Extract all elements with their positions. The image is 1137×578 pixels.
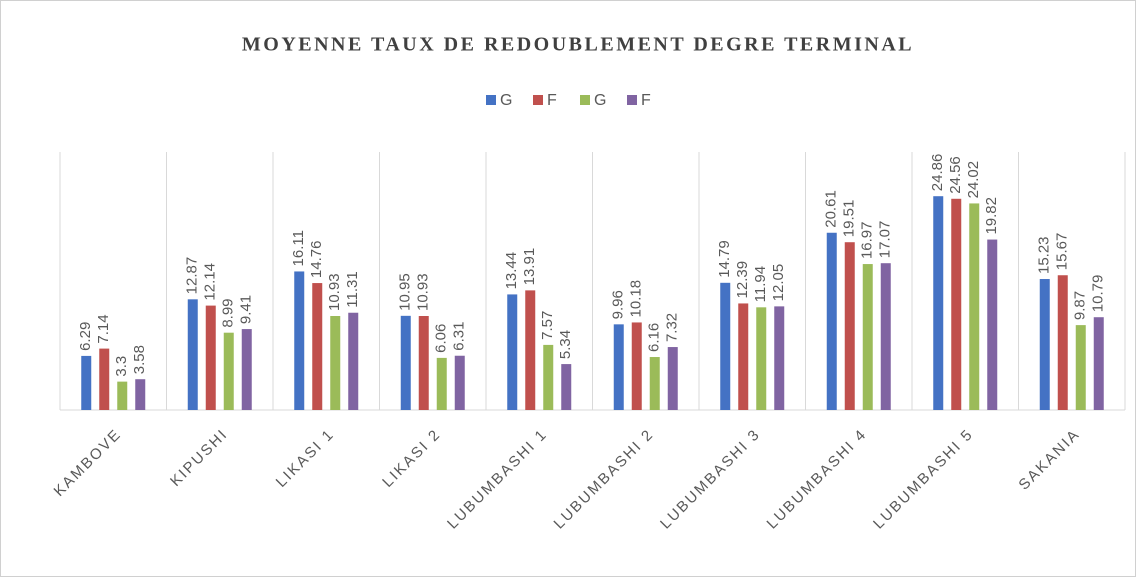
data-label: 16.97 [859, 222, 876, 260]
data-label: 12.87 [184, 257, 201, 295]
legend-swatch [533, 95, 543, 105]
bar [507, 294, 518, 410]
data-label: 9.87 [1072, 291, 1089, 320]
data-label: 6.29 [77, 322, 94, 351]
data-label: 12.14 [202, 263, 219, 301]
legend-label: F [547, 92, 557, 109]
bar [1093, 317, 1104, 410]
bar [631, 322, 642, 410]
bar [774, 306, 785, 410]
bar [117, 381, 128, 410]
data-label: 24.56 [947, 156, 964, 194]
bar [1057, 275, 1068, 410]
data-label: 6.31 [451, 322, 468, 351]
data-label: 5.34 [557, 330, 574, 359]
data-label: 20.61 [823, 190, 840, 228]
data-label: 19.82 [983, 197, 1000, 235]
data-label: 10.93 [415, 273, 432, 311]
bar [205, 305, 216, 410]
legend-label: G [500, 92, 512, 109]
bar [862, 264, 873, 410]
bar [756, 307, 767, 410]
data-label: 6.06 [433, 324, 450, 353]
bar [720, 282, 731, 410]
bar [933, 196, 944, 410]
bar [454, 355, 465, 410]
data-label: 15.67 [1054, 233, 1071, 271]
data-label: 11.31 [344, 271, 361, 307]
data-label: 24.02 [965, 161, 982, 199]
legend-swatch [580, 95, 590, 105]
bar [826, 232, 837, 410]
bar [613, 324, 624, 410]
bar [348, 312, 359, 410]
bar [241, 329, 252, 410]
bar [99, 348, 110, 410]
bar [400, 315, 411, 410]
data-label: 24.86 [929, 154, 946, 192]
bar [844, 242, 855, 410]
data-label: 11.94 [752, 266, 769, 302]
data-label: 12.05 [770, 264, 787, 302]
bar [330, 316, 341, 410]
bar [135, 379, 146, 410]
chart-title: MOYENNE TAUX DE REDOUBLEMENT DEGRE TERMI… [242, 34, 914, 56]
data-label: 12.39 [734, 261, 751, 299]
legend-label: F [641, 92, 651, 109]
bar [667, 347, 678, 410]
bar [436, 357, 447, 410]
legend-swatch [627, 95, 637, 105]
bar [543, 344, 554, 410]
bar [969, 203, 980, 410]
data-label: 19.51 [841, 200, 858, 238]
bar [561, 364, 572, 410]
bar [294, 271, 305, 410]
data-label: 10.18 [628, 280, 645, 318]
data-label: 10.95 [397, 273, 414, 311]
data-label: 10.93 [326, 273, 343, 311]
data-label: 15.23 [1036, 236, 1053, 274]
bar [880, 263, 891, 410]
bar [312, 283, 323, 410]
legend-label: G [594, 92, 606, 109]
bar [187, 299, 198, 410]
bar [525, 290, 536, 410]
bar [987, 239, 998, 410]
data-label: 3.3 [113, 356, 130, 377]
bar [1039, 279, 1050, 410]
bar [223, 332, 234, 410]
data-label: 14.79 [716, 240, 733, 278]
data-label: 3.58 [131, 345, 148, 374]
data-label: 10.79 [1090, 275, 1107, 313]
data-label: 13.44 [503, 252, 520, 290]
data-label: 7.14 [95, 314, 112, 343]
data-label: 6.16 [646, 323, 663, 352]
bar [951, 198, 962, 410]
data-label: 9.96 [610, 290, 627, 319]
data-label: 13.91 [521, 248, 538, 286]
bar [738, 303, 749, 410]
bar [81, 355, 92, 410]
data-label: 14.76 [308, 241, 325, 279]
bar [418, 316, 429, 410]
data-label: 8.99 [220, 298, 237, 327]
data-label: 9.41 [238, 295, 255, 324]
bar [649, 357, 660, 410]
data-label: 16.11 [290, 230, 307, 266]
data-label: 7.57 [539, 311, 556, 340]
data-label: 7.32 [664, 313, 681, 342]
data-label: 17.07 [877, 221, 894, 259]
bar [1075, 325, 1086, 410]
legend-swatch [486, 95, 496, 105]
